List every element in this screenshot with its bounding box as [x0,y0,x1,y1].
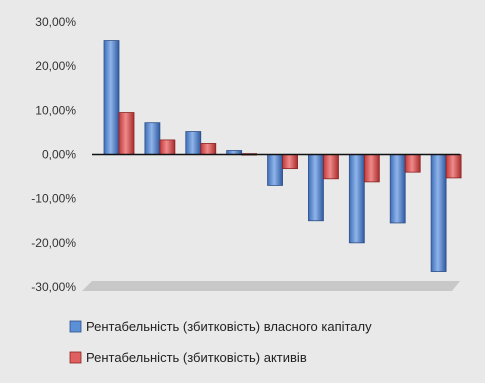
bar-assets [323,154,339,180]
y-tick-label: -30,00% [31,280,76,294]
bar-assets [363,154,380,183]
bars [103,40,462,272]
legend-swatch-assets [69,351,82,364]
bar-assets [200,143,217,155]
legend-label-assets: Рентабельність (збитковість) активів [86,350,307,365]
bar-equity [144,122,161,155]
y-tick-label: -10,00% [31,192,76,206]
bar-assets [118,112,135,155]
bar-equity [103,40,120,155]
y-axis: 30,00% 20,00% 10,00% 0,00% -10,00% -20,00% -30… [31,15,76,294]
bar-equity [430,154,447,272]
legend: Рентабельність (збитковість) власного ка… [69,319,372,365]
bar-assets [282,154,298,170]
bar-equity [308,154,324,222]
bar-equity [389,154,406,224]
bar-assets [445,154,462,179]
chart-floor [82,281,460,291]
bar-assets [404,154,421,173]
bar-equity [348,154,365,244]
y-tick-label: 30,00% [35,15,76,29]
y-tick-label: 10,00% [35,103,76,117]
bar-equity [267,154,283,186]
y-tick-label: 20,00% [35,59,76,73]
bar-assets [159,139,176,155]
legend-label-equity: Рентабельність (збитковість) власного ка… [86,319,372,334]
floor-plane [82,281,460,291]
bar-equity [185,131,202,155]
y-tick-label: 0,00% [42,148,76,162]
legend-swatch-equity [69,320,82,333]
y-tick-label: -20,00% [31,236,76,250]
